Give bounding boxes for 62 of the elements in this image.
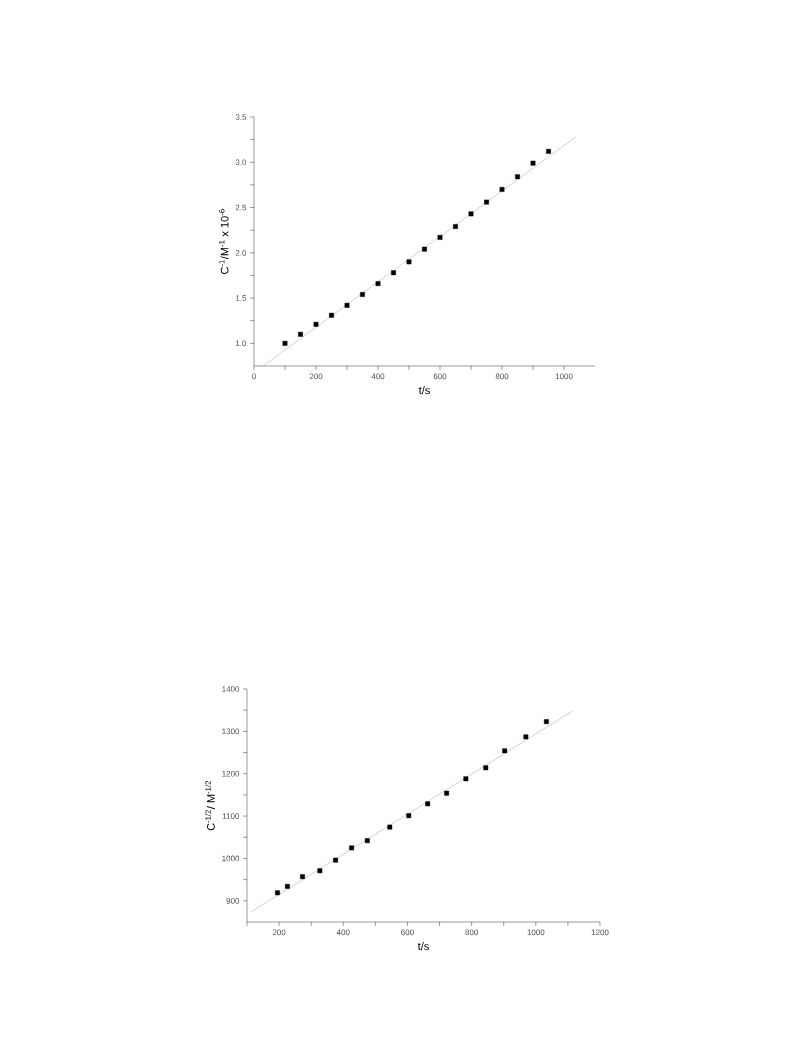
x-tick-label: 800 [495,373,509,380]
point [275,890,280,896]
y-tick-label: 1300 [222,728,240,735]
point [483,765,489,771]
x-tick-label: 1000 [527,929,545,936]
y-axis-title: C$^{-1/2}$/ M$^{-1/2}$ [205,781,215,831]
point [391,270,396,276]
y-tick-label: 1100 [222,813,240,819]
x-tick-label: 1200 [591,929,609,936]
point [300,874,305,880]
point [499,187,505,192]
point [329,312,334,318]
y-tick-label: 1400 [222,686,240,692]
x-axis-title: t/s [417,942,429,951]
point [463,776,469,782]
point [333,857,338,863]
x-tick-label: 600 [433,373,447,380]
y-tick-label: 2.5 [235,204,247,211]
y-tick-label: 1.0 [235,340,247,347]
point [317,868,323,874]
point [437,235,443,240]
y-axis-title: C$^{-1}$/M$^{-1}$ x 10$^{-6}$ [219,209,229,274]
point [530,160,536,166]
x-tick-label: 600 [401,929,414,936]
point [285,884,290,889]
x-tick-label: 400 [336,929,350,936]
point [282,340,288,346]
x-tick-label: 200 [272,929,286,936]
y-tick-label: 2.0 [235,249,247,256]
point [298,331,303,337]
y-tick-label: 3.0 [235,159,247,166]
y-tick-label: 900 [226,897,240,904]
point [313,321,319,327]
point [364,838,370,844]
point [484,199,489,205]
y-tick-label: 1000 [222,855,240,862]
point [344,302,350,308]
point [546,148,551,154]
x-tick-label: 400 [371,373,385,380]
y-tick-label: 1200 [222,770,240,777]
point [387,824,393,830]
point [502,748,508,754]
x-tick-label: 200 [309,373,323,380]
point [468,211,474,217]
x-axis-title: t/s [418,386,430,395]
y-tick-label: 3.5 [235,114,247,120]
y-tick-label: 1.5 [235,295,247,301]
point [406,259,412,265]
x-tick-label: 1000 [555,373,573,380]
point [544,719,549,725]
point [444,790,450,796]
point [523,734,529,740]
point [360,292,365,297]
x-tick-label: 0 [252,373,256,380]
point [515,174,520,180]
point [425,801,431,807]
x-tick-label: 800 [465,929,478,936]
point [453,224,458,229]
point [375,281,381,286]
point [349,845,355,851]
point [422,246,427,252]
point [406,813,412,819]
